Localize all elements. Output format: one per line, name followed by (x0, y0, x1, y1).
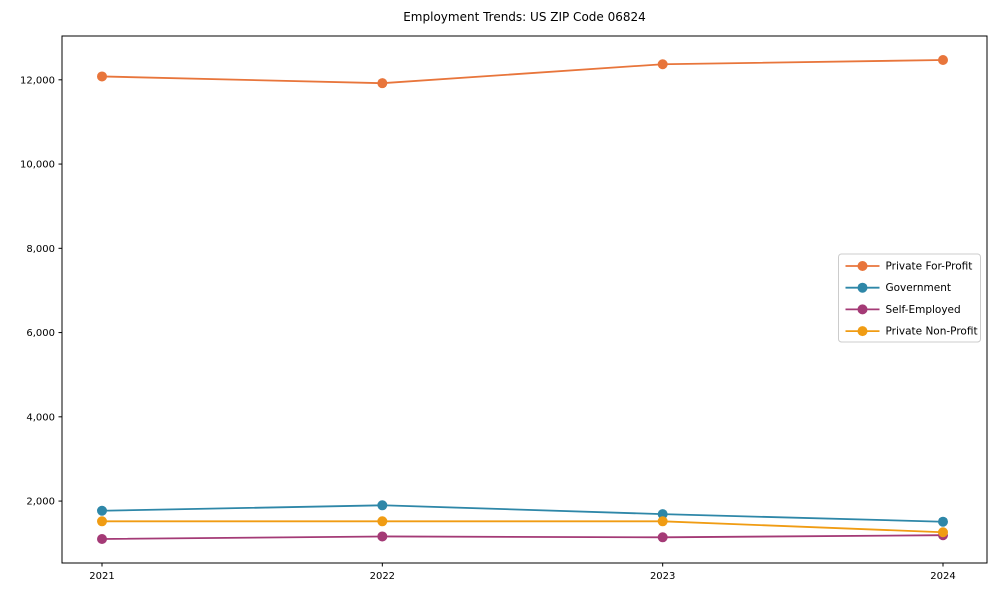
x-tick-label: 2023 (650, 571, 675, 582)
series-point (938, 527, 948, 538)
series-point (938, 55, 948, 66)
y-tick-label: 4,000 (26, 412, 55, 423)
legend-label: Private For-Profit (886, 261, 973, 273)
series-point (377, 516, 388, 527)
series-point (657, 532, 668, 543)
y-tick-label: 12,000 (20, 75, 55, 86)
legend-marker-dot (857, 304, 868, 315)
series-point (938, 516, 948, 527)
series-point (97, 505, 107, 516)
series-point (97, 71, 107, 82)
series-point (97, 516, 107, 527)
legend-marker-dot (857, 261, 868, 271)
series-point (377, 78, 388, 89)
x-tick-label: 2021 (89, 571, 114, 582)
series-line (101, 59, 944, 85)
x-tick-label: 2024 (930, 571, 955, 582)
legend-label: Self-Employed (886, 304, 961, 316)
x-tick-label: 2022 (370, 571, 395, 582)
legend-marker-dot (857, 282, 868, 293)
series-line (101, 534, 944, 540)
series-line (101, 504, 944, 523)
chart-title: Employment Trends: US ZIP Code 06824 (403, 10, 646, 24)
legend-label: Government (886, 282, 951, 294)
series-point (657, 516, 668, 527)
y-tick-label: 6,000 (26, 328, 55, 339)
series-point (657, 509, 668, 520)
series-point (657, 59, 668, 70)
series-point (377, 531, 388, 542)
legend-box (838, 253, 981, 343)
legend-marker-dot (857, 326, 868, 337)
y-tick-label: 8,000 (26, 244, 55, 255)
series-point (97, 533, 107, 544)
y-tick-label: 10,000 (20, 160, 55, 171)
series-line (101, 520, 944, 534)
y-tick-label: 2,000 (26, 497, 55, 508)
plot-frame (61, 35, 988, 564)
series-point (377, 500, 388, 511)
legend-label: Private Non-Profit (886, 326, 978, 338)
